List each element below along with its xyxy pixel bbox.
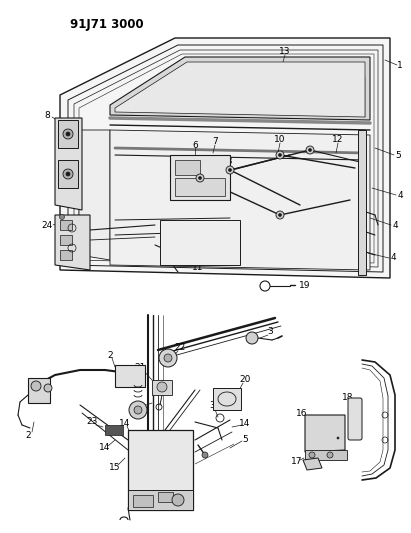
- Text: 21: 21: [134, 364, 145, 373]
- Text: 11: 11: [162, 257, 174, 266]
- Bar: [133, 495, 153, 507]
- Circle shape: [276, 211, 284, 219]
- Bar: [60, 235, 72, 245]
- Polygon shape: [60, 38, 390, 278]
- Circle shape: [172, 494, 184, 506]
- Circle shape: [66, 172, 70, 176]
- Text: 4: 4: [397, 190, 403, 199]
- Text: 3: 3: [267, 327, 273, 336]
- Bar: [160, 220, 240, 265]
- Bar: [358, 130, 366, 275]
- Text: 7: 7: [212, 138, 218, 147]
- Bar: [213, 388, 241, 410]
- Polygon shape: [79, 130, 110, 260]
- Text: 10: 10: [274, 135, 286, 144]
- Text: 21: 21: [134, 402, 145, 411]
- Text: 19: 19: [299, 280, 311, 289]
- Circle shape: [44, 384, 52, 392]
- Circle shape: [309, 149, 312, 151]
- Circle shape: [229, 168, 231, 172]
- Circle shape: [60, 214, 65, 220]
- Text: 20: 20: [239, 376, 251, 384]
- Polygon shape: [55, 215, 90, 270]
- Circle shape: [129, 401, 147, 419]
- Text: 12: 12: [332, 135, 344, 144]
- Bar: [105, 425, 123, 435]
- Bar: [58, 160, 78, 188]
- Circle shape: [63, 169, 73, 179]
- Text: 4: 4: [392, 221, 398, 230]
- Text: 4: 4: [390, 254, 396, 262]
- Text: 3: 3: [209, 400, 215, 409]
- Text: 11: 11: [192, 263, 204, 272]
- Circle shape: [134, 406, 142, 414]
- Circle shape: [159, 349, 177, 367]
- Circle shape: [309, 452, 315, 458]
- Circle shape: [226, 166, 234, 174]
- Polygon shape: [110, 57, 370, 120]
- Text: 2: 2: [25, 431, 31, 440]
- Circle shape: [327, 452, 333, 458]
- Polygon shape: [128, 490, 193, 510]
- Text: 6: 6: [192, 141, 198, 149]
- Bar: [305, 450, 347, 460]
- Text: 2: 2: [107, 351, 113, 359]
- Text: 8: 8: [44, 110, 50, 119]
- Text: 13: 13: [222, 157, 234, 166]
- Polygon shape: [110, 130, 370, 270]
- Circle shape: [66, 132, 70, 136]
- Circle shape: [31, 381, 41, 391]
- Bar: [158, 492, 173, 502]
- Bar: [28, 378, 50, 403]
- Text: 22: 22: [174, 343, 186, 352]
- Polygon shape: [303, 458, 322, 470]
- Bar: [175, 160, 200, 175]
- Circle shape: [157, 382, 167, 392]
- Text: 5: 5: [242, 435, 248, 445]
- Polygon shape: [55, 118, 82, 210]
- Bar: [128, 430, 193, 510]
- Text: 91J71 3000: 91J71 3000: [70, 18, 143, 31]
- Bar: [152, 380, 172, 395]
- Text: 13: 13: [279, 47, 291, 56]
- Bar: [58, 120, 78, 148]
- Bar: [115, 365, 145, 387]
- Circle shape: [276, 151, 284, 159]
- Text: 1: 1: [397, 61, 403, 69]
- Bar: [175, 178, 225, 196]
- Bar: [60, 220, 72, 230]
- Polygon shape: [115, 62, 365, 117]
- Text: 14: 14: [119, 418, 131, 427]
- Circle shape: [63, 129, 73, 139]
- Circle shape: [246, 332, 258, 344]
- Circle shape: [164, 354, 172, 362]
- Text: 16: 16: [296, 408, 308, 417]
- Circle shape: [202, 452, 208, 458]
- Circle shape: [306, 146, 314, 154]
- Circle shape: [279, 214, 282, 216]
- Circle shape: [199, 176, 201, 180]
- Circle shape: [279, 154, 282, 157]
- Polygon shape: [305, 415, 345, 452]
- Text: 24: 24: [42, 221, 53, 230]
- Text: 17: 17: [291, 457, 303, 466]
- FancyBboxPatch shape: [348, 398, 362, 440]
- Circle shape: [337, 437, 339, 439]
- Text: 5: 5: [395, 150, 401, 159]
- Polygon shape: [170, 155, 230, 200]
- Text: 14: 14: [99, 443, 111, 453]
- Circle shape: [196, 174, 204, 182]
- Bar: [60, 250, 72, 260]
- Text: 23: 23: [86, 417, 98, 426]
- Text: 15: 15: [109, 464, 121, 472]
- Text: 14: 14: [239, 418, 251, 427]
- Text: 18: 18: [342, 393, 354, 402]
